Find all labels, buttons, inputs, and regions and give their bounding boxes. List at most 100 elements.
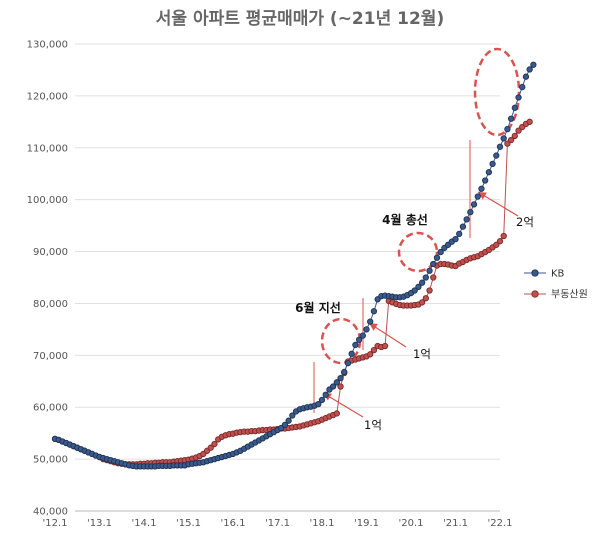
data-point-boodong [333, 410, 340, 417]
legend-swatch-marker [531, 269, 539, 277]
y-tick-label: 120,000 [27, 91, 68, 102]
data-point-kb [289, 412, 296, 419]
data-point-kb [430, 260, 437, 268]
data-point-kb [322, 391, 329, 398]
data-point-kb [470, 201, 478, 208]
data-point-boodong [367, 351, 374, 358]
annotation-label: 1억 [364, 418, 382, 432]
data-point-kb [433, 254, 441, 261]
data-point-kb [285, 417, 292, 424]
annotation-label: 6월 지선 [295, 300, 341, 315]
data-point-boodong [426, 287, 433, 294]
data-point-kb [456, 230, 463, 238]
highlight-ellipse [473, 47, 521, 137]
y-tick-label: 50,000 [33, 455, 68, 466]
data-point-kb [352, 341, 359, 349]
y-tick-label: 110,000 [27, 143, 68, 154]
x-tick-label: '22.1 [487, 518, 512, 529]
data-point-kb [344, 359, 352, 367]
y-tick-label: 40,000 [33, 507, 68, 518]
legend: KB 부동산원 [524, 269, 588, 301]
arrow-head [369, 323, 378, 331]
data-point-kb [418, 279, 426, 286]
arrow-head [478, 192, 487, 200]
x-tick-label: '15.1 [176, 518, 201, 529]
y-axis: 40,000 50,000 60,000 70,000 80,000 90,000 100,… [27, 40, 68, 518]
data-point-kb [348, 350, 355, 357]
data-point-boodong [337, 383, 344, 390]
data-point-kb [411, 287, 418, 294]
data-point-boodong [430, 274, 437, 281]
data-point-kb [337, 375, 344, 382]
x-tick-label: '20.1 [398, 518, 423, 529]
highlight-ellipse [397, 231, 439, 273]
x-axis: '12.1 '13.1 '14.1 '15.1 '16.1 '17.1 '18.1 '19.1… [42, 518, 512, 529]
data-point-boodong [418, 299, 426, 306]
y-tick-label: 130,000 [27, 40, 68, 51]
data-point-kb [530, 61, 537, 68]
data-point-kb [359, 332, 366, 339]
data-point-boodong [493, 241, 500, 248]
data-point-kb [489, 160, 496, 168]
data-point-boodong [211, 440, 218, 448]
chart-title: 서울 아파트 평균매매가 (~21년 12월) [156, 9, 444, 29]
data-point-boodong [504, 140, 511, 147]
data-point-kb [363, 326, 370, 333]
data-point-kb [515, 94, 522, 101]
data-point-boodong [507, 136, 515, 144]
data-point-kb [496, 143, 504, 150]
data-point-kb [519, 83, 526, 91]
data-point-kb [467, 208, 474, 216]
legend-swatch-marker [531, 290, 539, 298]
data-point-kb [507, 115, 515, 122]
series-lines [54, 64, 534, 467]
data-point-boodong [381, 342, 389, 350]
data-point-kb [341, 368, 348, 376]
data-point-boodong [515, 127, 522, 134]
data-point-kb [315, 400, 322, 408]
data-point-kb [452, 235, 459, 243]
annotation-label: 1억 [413, 347, 431, 361]
data-point-boodong [500, 232, 507, 240]
y-tick-label: 90,000 [33, 247, 68, 258]
data-point-boodong [422, 295, 429, 302]
data-point-kb [459, 223, 467, 230]
y-tick-label: 60,000 [33, 403, 68, 414]
data-point-kb [511, 104, 518, 111]
gridlines [75, 43, 500, 512]
data-point-kb [329, 383, 337, 390]
data-point-kb [478, 185, 485, 192]
legend-label: KB [551, 269, 565, 280]
data-point-kb [415, 283, 422, 290]
series-line-kb [54, 64, 534, 467]
data-point-kb [437, 248, 444, 256]
data-point-kb [333, 379, 340, 386]
series-points [51, 61, 537, 470]
data-point-kb [426, 267, 433, 274]
data-point-boodong [207, 444, 214, 451]
data-point-kb [422, 274, 429, 281]
legend-label: 부동산원 [551, 289, 588, 301]
data-point-boodong [526, 118, 533, 125]
data-point-kb [355, 336, 363, 343]
highlight-ellipse [320, 317, 362, 365]
x-tick-label: '19.1 [354, 518, 379, 529]
annotation-label: 2억 [516, 215, 534, 229]
x-tick-label: '16.1 [220, 518, 245, 529]
data-point-kb [318, 396, 326, 404]
data-point-boodong [496, 238, 504, 245]
data-point-kb [463, 216, 470, 223]
y-tick-label: 100,000 [27, 195, 68, 206]
data-point-kb [482, 177, 489, 184]
annotation-label: 4월 총선 [382, 212, 428, 227]
data-point-kb [370, 308, 378, 315]
data-point-kb [522, 73, 530, 80]
data-point-kb [504, 125, 511, 133]
data-point-kb [281, 421, 289, 429]
data-point-kb [474, 193, 481, 200]
data-point-kb [485, 169, 493, 176]
data-point-kb [367, 318, 374, 325]
data-point-kb [493, 152, 500, 159]
data-point-kb [500, 135, 507, 142]
x-tick-label: '12.1 [42, 518, 67, 529]
